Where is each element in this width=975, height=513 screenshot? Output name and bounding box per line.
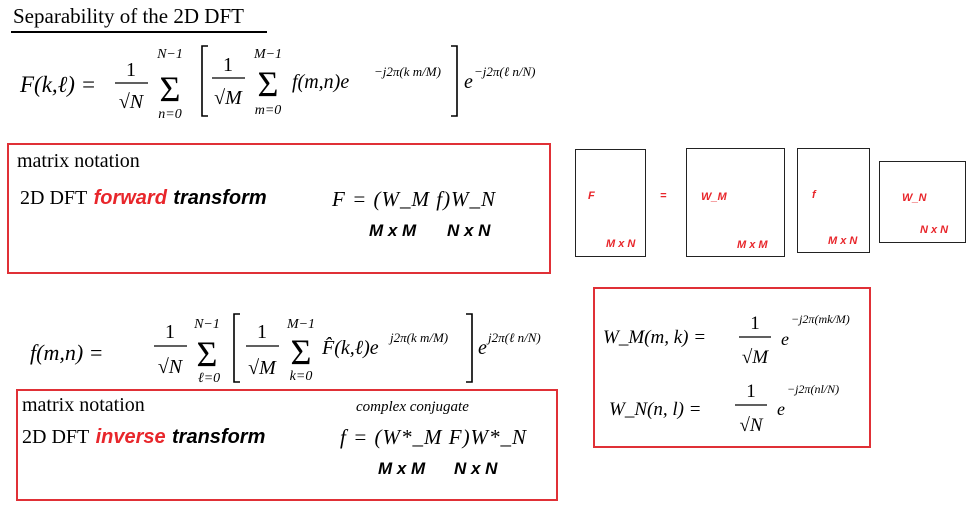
inverse-outer-term: e (478, 337, 487, 359)
forward-label-emph: forward (93, 187, 167, 209)
matrix-WN: W_N N x N (879, 161, 966, 243)
inverse-note: complex conjugate (356, 399, 469, 415)
forward-dft-equation: F(k,ℓ) = 1 √N N−1 Σ n=0 1 √M M−1 Σ m=0 f… (19, 45, 536, 122)
wm-num: 1 (750, 313, 760, 334)
inverse-outer-coef-num: 1 (165, 321, 175, 343)
matrix-equals: = (660, 190, 667, 202)
matrix-f-label: f (812, 189, 816, 201)
forward-inner-sum-top: M−1 (253, 47, 282, 62)
inverse-inner-coef-den: √M (248, 357, 277, 379)
inverse-inner-sum-top: M−1 (286, 317, 315, 332)
forward-outer-sigma-icon: Σ (160, 69, 181, 109)
matrix-f: f M x N (797, 148, 870, 253)
forward-label-prefix: 2D DFT (20, 187, 88, 209)
matrix-F: F M x N (575, 149, 646, 257)
forward-label: 2D DFT forward transform (20, 185, 267, 210)
forward-outer-sum-top: N−1 (156, 47, 183, 62)
forward-inner-term: f(m,n)e (292, 71, 349, 93)
forward-outer-term: e (464, 71, 473, 93)
inverse-inner-term: F̂(k,ℓ)e (321, 336, 379, 359)
matrix-WM-label: W_M (701, 191, 727, 203)
wm-lhs: W_M(m, k) = (603, 327, 706, 348)
wm-base: e (781, 329, 789, 349)
matrix-WM-dims: M x M (737, 239, 768, 251)
matrix-WN-label: W_N (902, 192, 927, 204)
forward-heading: matrix notation (17, 150, 140, 172)
forward-outer-sum-bottom: n=0 (158, 107, 181, 122)
forward-dims-1: M x M (369, 221, 417, 240)
wn-den: √N (739, 415, 763, 436)
forward-outer-coef-den: √N (119, 91, 145, 113)
forward-right-bracket (451, 45, 458, 117)
inverse-left-bracket (233, 313, 240, 383)
forward-outer-coef-num: 1 (126, 59, 136, 81)
forward-transform-box: matrix notation 2D DFT forward transform… (7, 143, 551, 274)
forward-inner-coef-num: 1 (223, 54, 233, 76)
inverse-label: 2D DFT inverse transform (22, 424, 265, 449)
inverse-inner-exponent: j2π(k m/M) (388, 330, 448, 345)
forward-dims-2: N x N (447, 221, 491, 240)
forward-formula: F = (W_M f)W_N (332, 187, 497, 211)
matrix-WM: W_M M x M (686, 148, 785, 257)
kernel-equations: W_M(m, k) = 1 √M e −j2π(mk/M) W_N(n, l) … (603, 312, 850, 436)
wm-den: √M (742, 347, 769, 368)
inverse-outer-sum-top: N−1 (193, 317, 220, 332)
forward-label-suffix: transform (173, 187, 267, 209)
inverse-lhs: f(m,n) = (30, 340, 104, 365)
inverse-label-prefix: 2D DFT (22, 426, 90, 448)
inverse-heading: matrix notation (22, 394, 145, 416)
inverse-right-bracket (466, 313, 473, 383)
forward-outer-exponent: −j2π(ℓ n/N) (474, 64, 536, 79)
inverse-dims-1: M x M (378, 459, 426, 478)
inverse-transform-box: matrix notation 2D DFT inverse transform… (16, 389, 558, 501)
inverse-outer-sigma-icon: Σ (197, 334, 218, 374)
inverse-outer-sum-bottom: ℓ=0 (198, 371, 220, 386)
inverse-label-emph: inverse (95, 426, 166, 448)
inverse-outer-coef-den: √N (158, 356, 184, 378)
matrix-f-dims: M x N (828, 235, 858, 247)
wn-num: 1 (746, 381, 756, 402)
inverse-label-suffix: transform (172, 426, 266, 448)
forward-inner-sum-bottom: m=0 (255, 103, 282, 118)
inverse-inner-sum-bottom: k=0 (290, 369, 313, 384)
forward-lhs: F(k,ℓ) = (19, 72, 96, 97)
inverse-dft-equation: f(m,n) = 1 √N N−1 Σ ℓ=0 1 √M M−1 Σ k=0 F… (30, 313, 541, 386)
inverse-dims-2: N x N (454, 459, 498, 478)
forward-inner-sigma-icon: Σ (258, 64, 279, 104)
inverse-outer-exponent: j2π(ℓ n/N) (486, 330, 541, 345)
forward-inner-exponent: −j2π(k m/M) (374, 64, 441, 79)
matrix-F-label: F (588, 190, 595, 202)
wn-exponent: −j2π(nl/N) (787, 382, 839, 396)
wn-base: e (777, 399, 785, 419)
inverse-inner-sigma-icon: Σ (291, 332, 312, 372)
inverse-inner-coef-num: 1 (257, 321, 267, 343)
inverse-formula: f = (W*_M F)W*_N (340, 425, 528, 449)
matrix-WN-dims: N x N (920, 224, 949, 236)
forward-inner-coef-den: √M (214, 87, 243, 109)
wm-exponent: −j2π(mk/M) (791, 312, 850, 326)
title-underline (11, 31, 267, 33)
kernel-definitions-box: W_M(m, k) = 1 √M e −j2π(mk/M) W_N(n, l) … (593, 287, 871, 448)
forward-left-bracket (201, 45, 208, 117)
wn-lhs: W_N(n, l) = (609, 399, 702, 420)
matrix-F-dims: M x N (606, 238, 636, 250)
page-title: Separability of the 2D DFT (13, 4, 244, 28)
